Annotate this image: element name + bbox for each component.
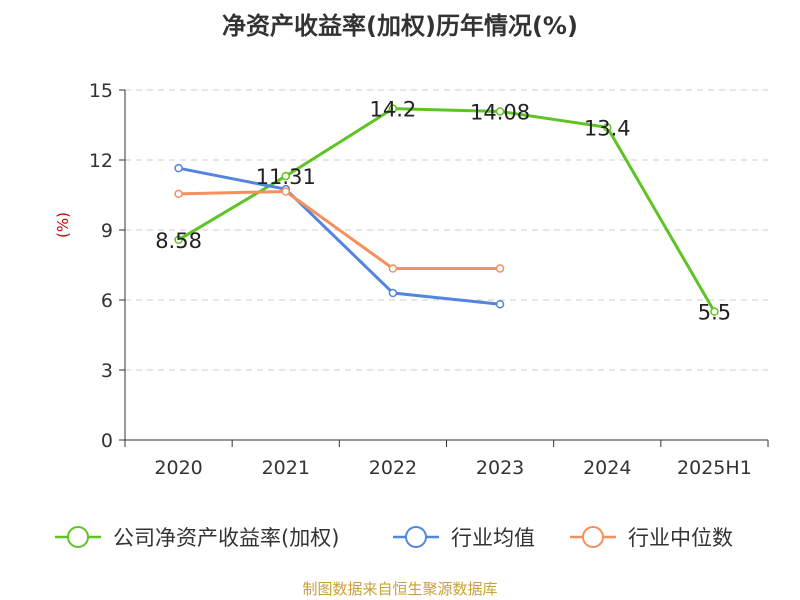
data-point — [281, 171, 290, 181]
data-point — [388, 288, 398, 298]
x-tick-label: 2020 — [154, 457, 202, 479]
x-tick-label: 2022 — [369, 457, 417, 479]
data-label: 14.2 — [370, 98, 417, 122]
legend-marker — [405, 526, 427, 548]
series-line-2 — [178, 190, 501, 270]
chart-title: 净资产收益率(加权)历年情况(%) — [222, 12, 578, 40]
data-point — [495, 264, 505, 273]
data-point — [174, 235, 183, 245]
x-tick-label: 2023 — [476, 457, 524, 479]
data-point — [174, 163, 183, 173]
legend-label: 行业中位数 — [628, 526, 733, 550]
data-point — [495, 107, 505, 116]
y-axis-label: (%) — [54, 212, 72, 238]
series-layer — [174, 104, 719, 316]
y-tick-label: 6 — [101, 290, 113, 312]
data-label: 11.31 — [256, 165, 316, 189]
data-point — [388, 104, 398, 113]
series-line-1 — [178, 166, 501, 306]
data-point — [281, 187, 290, 196]
x-tick-label: 2021 — [262, 457, 310, 479]
data-label: 5.5 — [698, 301, 731, 325]
legend-marker — [67, 526, 89, 548]
x-tick-label: 2024 — [583, 457, 631, 479]
y-tick-label: 3 — [101, 360, 113, 382]
data-point — [174, 189, 183, 199]
data-point — [388, 264, 398, 273]
axes: 0 3 6 9 12 15 (%) 2020 2021 2022 2023 2024 2025H1 — [54, 80, 769, 479]
data-labels: 8.58 11.31 14.2 14.08 13.4 5.5 — [155, 98, 731, 325]
data-point — [603, 123, 612, 132]
series-line-0 — [177, 107, 716, 313]
legend-label: 行业均值 — [451, 526, 535, 550]
y-tick-label: 15 — [89, 80, 113, 102]
legend-marker — [582, 526, 604, 548]
data-label: 8.58 — [155, 229, 202, 253]
data-point — [710, 307, 719, 316]
data-point — [495, 299, 505, 309]
y-tick-label: 9 — [101, 220, 113, 242]
legend: 公司净资产收益率(加权) 行业均值 行业中位数 — [55, 526, 733, 550]
x-tick-label: 2025H1 — [677, 457, 752, 479]
legend-label: 公司净资产收益率(加权) — [113, 526, 339, 550]
source-note: 制图数据来自恒生聚源数据库 — [302, 580, 498, 598]
grid-lines — [125, 89, 768, 371]
y-tick-label: 0 — [101, 430, 113, 452]
data-label: 13.4 — [584, 116, 631, 140]
data-label: 14.08 — [470, 100, 530, 124]
y-tick-label: 12 — [89, 150, 113, 172]
